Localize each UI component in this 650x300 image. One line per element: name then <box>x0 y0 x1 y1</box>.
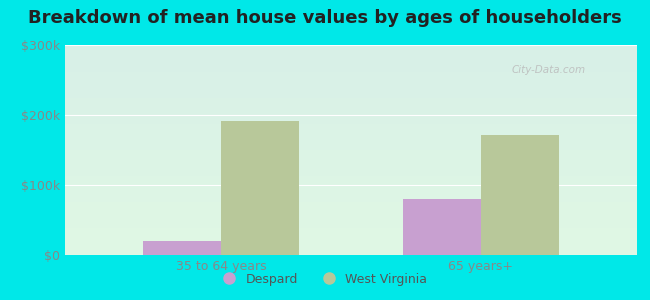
Bar <box>481 135 559 255</box>
Bar <box>403 199 481 255</box>
Text: City-Data.com: City-Data.com <box>511 65 585 75</box>
Text: Breakdown of mean house values by ages of householders: Breakdown of mean house values by ages o… <box>28 9 622 27</box>
Bar <box>221 121 299 255</box>
Legend: Despard, West Virginia: Despard, West Virginia <box>218 268 432 291</box>
Bar <box>143 241 221 255</box>
